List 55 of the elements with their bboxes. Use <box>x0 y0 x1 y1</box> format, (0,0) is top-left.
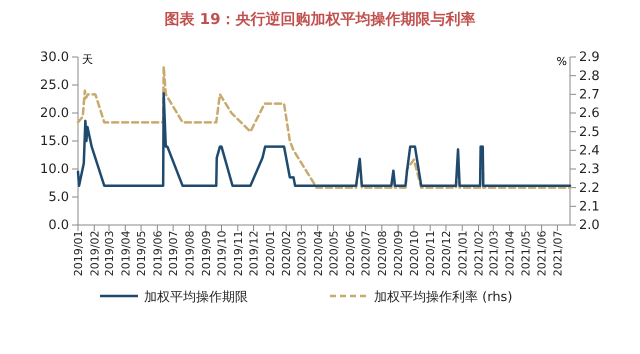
y-tick-label: 0.0 <box>48 218 69 234</box>
y2-tick-label: 2.4 <box>579 143 600 158</box>
y2-tick-label: 2.6 <box>579 106 600 122</box>
x-tick-label: 2019/10 <box>216 230 229 276</box>
x-tick-label: 2019/01 <box>72 230 86 276</box>
x-tick-label: 2019/04 <box>119 230 132 276</box>
x-tick-label: 2019/06 <box>151 230 164 276</box>
y2-axis-title: % <box>556 55 567 68</box>
y-tick-label: 10.0 <box>40 162 69 178</box>
x-tick-label: 2019/08 <box>183 230 196 276</box>
y-tick-label: 15.0 <box>40 134 69 150</box>
x-tick-label: 2020/11 <box>424 230 438 276</box>
y2-tick-label: 2.7 <box>579 87 600 102</box>
x-tick-label: 2021/07 <box>551 230 564 276</box>
x-tick-label: 2020/12 <box>440 230 453 276</box>
x-tick-label: 2021/03 <box>487 230 500 276</box>
x-tick-label: 2021/06 <box>536 230 549 276</box>
y2-tick-label: 2.2 <box>579 180 600 196</box>
x-tick-label: 2020/05 <box>328 230 341 276</box>
x-tick-label: 2021/02 <box>472 230 486 276</box>
y2-tick-label: 2.5 <box>579 124 600 140</box>
x-tick-label: 2020/06 <box>344 230 357 276</box>
chart-title: 图表 19：央行逆回购加权平均操作期限与利率 <box>164 10 476 28</box>
line-series <box>76 65 572 189</box>
y-tick-label: 25.0 <box>40 78 69 94</box>
x-tick-label: 2019/09 <box>200 230 213 276</box>
x-tick-label: 2019/11 <box>232 230 245 276</box>
y-tick-label: 5.0 <box>48 190 69 206</box>
y-axis-title: 天 <box>82 53 93 66</box>
x-tick-label: 2021/04 <box>504 230 517 276</box>
x-tick-label: 2019/03 <box>103 230 116 276</box>
x-tick-label: 2020/04 <box>312 230 325 276</box>
x-tick-label: 2019/12 <box>248 230 261 276</box>
legend-label: 加权平均操作期限 <box>144 290 248 305</box>
y-tick-label: 30.0 <box>40 50 69 66</box>
line-series <box>76 92 572 188</box>
y2-tick-label: 2.0 <box>579 218 600 234</box>
y2-tick-label: 2.1 <box>579 199 600 214</box>
y2-tick-label: 2.3 <box>579 162 600 178</box>
x-tick-label: 2021/05 <box>519 230 532 276</box>
x-tick-label: 2019/07 <box>167 230 180 276</box>
x-tick-label: 2020/08 <box>376 230 389 276</box>
y-tick-label: 20.0 <box>40 106 69 122</box>
x-tick-label: 2019/05 <box>135 230 148 276</box>
x-tick-label: 2020/09 <box>392 230 406 276</box>
x-tick-label: 2020/10 <box>408 230 421 276</box>
x-tick-label: 2020/02 <box>280 230 294 276</box>
x-tick-label: 2020/03 <box>295 230 308 276</box>
legend-label: 加权平均操作利率 (rhs) <box>374 289 512 305</box>
x-tick-label: 2021/01 <box>456 230 470 276</box>
y2-tick-label: 2.8 <box>579 68 600 84</box>
x-tick-label: 2020/07 <box>360 230 373 276</box>
y2-tick-label: 2.9 <box>579 50 600 66</box>
x-tick-label: 2020/01 <box>264 230 277 276</box>
x-tick-label: 2019/02 <box>88 230 102 276</box>
